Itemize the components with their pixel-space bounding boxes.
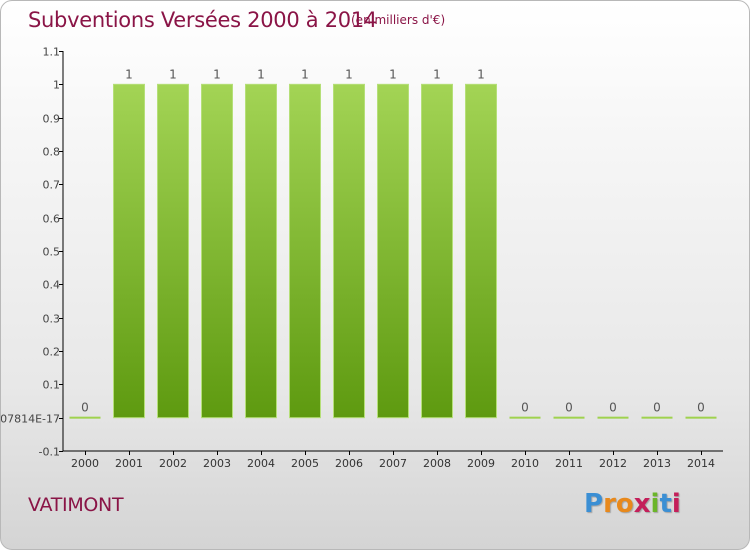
bar (641, 416, 673, 419)
x-tick-label: 2012 (599, 457, 627, 470)
x-tick-label: 2002 (159, 457, 187, 470)
bar (377, 83, 409, 419)
bar (69, 416, 101, 419)
bar (333, 83, 365, 419)
y-tick-label: 0.5 (43, 246, 61, 259)
x-tick-label: 2011 (555, 457, 583, 470)
logo-letter: t (659, 489, 672, 519)
bar (597, 416, 629, 419)
bar-value-label: 1 (169, 67, 177, 81)
chart-title: Subventions Versées 2000 à 2014 (28, 8, 377, 32)
logo-letter: o (615, 489, 634, 519)
x-tick-label: 2003 (203, 457, 231, 470)
x-tick-label: 2010 (511, 457, 539, 470)
y-tick-label: 0.9 (43, 113, 61, 126)
commune-name: VATIMONT (28, 494, 124, 516)
bar-value-label: 0 (81, 401, 89, 415)
x-tick-label: 2000 (71, 457, 99, 470)
bar (465, 83, 497, 419)
bar (201, 83, 233, 419)
y-tick-label: 1.1 (43, 46, 61, 59)
bar-value-label: 0 (609, 401, 617, 415)
y-tick-label: -0.1 (39, 446, 60, 459)
x-tick-label: 2006 (335, 457, 363, 470)
y-tick-label: 0.1 (43, 379, 61, 392)
bar (509, 416, 541, 419)
chart-subtitle: (en milliers d'€) (351, 13, 446, 27)
bar-value-label: 1 (125, 67, 133, 81)
x-tick-label: 2013 (643, 457, 671, 470)
bar-value-label: 1 (433, 67, 441, 81)
bar-value-label: 1 (345, 67, 353, 81)
y-tick-label: 1 (53, 79, 60, 92)
bar (157, 83, 189, 419)
x-tick-label: 2001 (115, 457, 143, 470)
x-tick-label: 2007 (379, 457, 407, 470)
bar-value-label: 1 (477, 67, 485, 81)
bar-value-label: 0 (697, 401, 705, 415)
logo-letter: x (633, 489, 651, 519)
bar-value-label: 1 (389, 67, 397, 81)
bar (421, 83, 453, 419)
logo-letter: i (650, 489, 660, 519)
y-tick-label: 0.4 (43, 279, 61, 292)
x-tick-label: 2008 (423, 457, 451, 470)
bar (553, 416, 585, 419)
bar-value-label: 1 (213, 67, 221, 81)
logo-letter: P (584, 489, 604, 519)
y-tick-label: 0.2 (43, 346, 61, 359)
x-tick-label: 2005 (291, 457, 319, 470)
x-tick-label: 2014 (687, 457, 715, 470)
logo-letter: i (671, 489, 681, 519)
bar (113, 83, 145, 419)
x-tick-label: 2004 (247, 457, 275, 470)
bar-value-label: 0 (521, 401, 529, 415)
bar (685, 416, 717, 419)
x-tick-label: 2009 (467, 457, 495, 470)
bar-value-label: 0 (653, 401, 661, 415)
logo-letter: r (603, 489, 616, 519)
bar (289, 83, 321, 419)
y-tick-label: 0.6 (43, 213, 61, 226)
y-tick-label: 1.3877787807814E-17 (1, 413, 60, 426)
y-tick-label: 0.7 (43, 179, 61, 192)
bar (245, 83, 277, 419)
bar-value-label: 1 (301, 67, 309, 81)
proxiti-logo: Proxiti (584, 489, 681, 519)
bar-value-label: 1 (257, 67, 265, 81)
y-tick-label: 0.8 (43, 146, 61, 159)
bar-value-label: 0 (565, 401, 573, 415)
y-tick-label: 0.3 (43, 313, 61, 326)
